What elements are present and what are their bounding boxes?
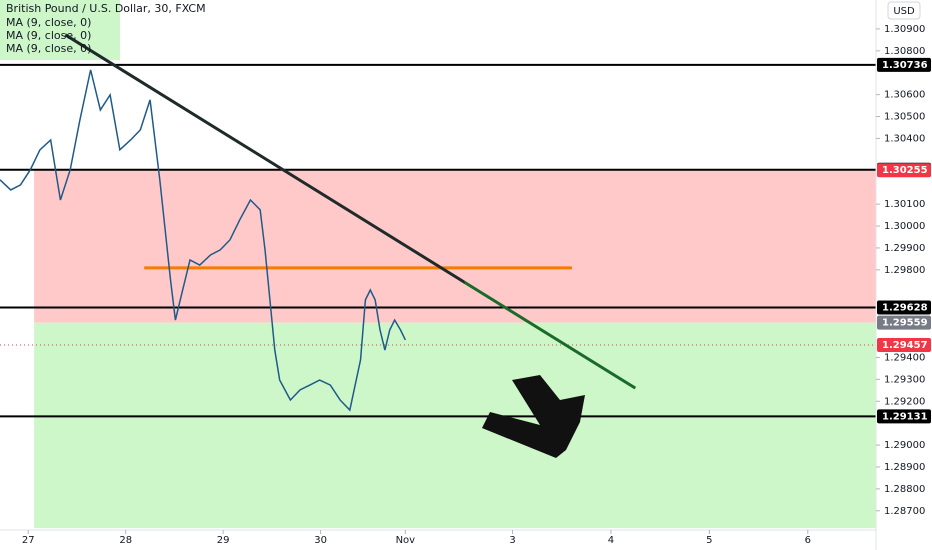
y-tick-label: 1.29900 [884,243,925,254]
level-label: 1.30736 [882,60,928,71]
x-tick-label: 29 [217,535,230,546]
trend-line [64,33,637,390]
price-label-box [877,337,931,352]
y-tick-label: 1.28900 [884,462,925,473]
price-label-box [877,315,931,330]
y-tick-label: 1.29300 [884,374,925,385]
y-tick-label: 1.28800 [884,484,925,495]
price-label: 1.29457 [882,340,928,351]
price-axis [876,0,932,550]
y-tick-label: 1.30800 [884,46,925,57]
x-tick-label: 3 [509,535,515,546]
x-tick-label: 4 [608,535,614,546]
level-label: 1.29628 [882,303,928,314]
level-label-box [877,300,931,315]
y-tick-label: 1.30500 [884,112,925,123]
y-tick-label: 1.29200 [884,396,925,407]
price-line [0,69,407,412]
indicator: MA (9, close, 0) [6,42,91,55]
y-tick-label: 1.29400 [884,352,925,363]
level-label: 1.29131 [882,411,928,422]
y-tick-label: 1.30400 [884,133,925,144]
legend-background [0,0,120,60]
y-tick-label: 1.29000 [884,440,925,451]
y-tick-label: 1.29800 [884,265,925,276]
y-tick-label: 1.28700 [884,506,925,517]
y-tick-label: 1.30600 [884,90,925,101]
indicator: MA (9, close, 0) [6,29,91,42]
x-tick-label: 6 [805,535,811,546]
x-tick-label: 30 [314,535,327,546]
x-tick-label: Nov [396,535,416,546]
zone [34,322,877,529]
x-tick-label: 27 [22,535,35,546]
price-label-box [877,163,931,178]
currency-button[interactable] [887,1,921,20]
x-tick-label: 5 [706,535,712,546]
level-label-box [877,57,931,72]
time-axis [0,530,876,550]
y-tick-label: 1.30000 [884,221,925,232]
currency[interactable]: USD [893,6,915,17]
arrow-down [482,375,585,458]
x-tick-label: 28 [119,535,132,546]
price-label: 1.30255 [882,165,928,176]
indicator: MA (9, close, 0) [6,16,91,29]
zone [34,169,877,323]
y-tick-label: 1.30900 [884,24,925,35]
y-tick-label: 1.30100 [884,199,925,210]
level-label-box [877,409,931,424]
price-label: 1.29559 [882,318,928,329]
chart-title: British Pound / U.S. Dollar, 30, FXCM [6,2,206,15]
